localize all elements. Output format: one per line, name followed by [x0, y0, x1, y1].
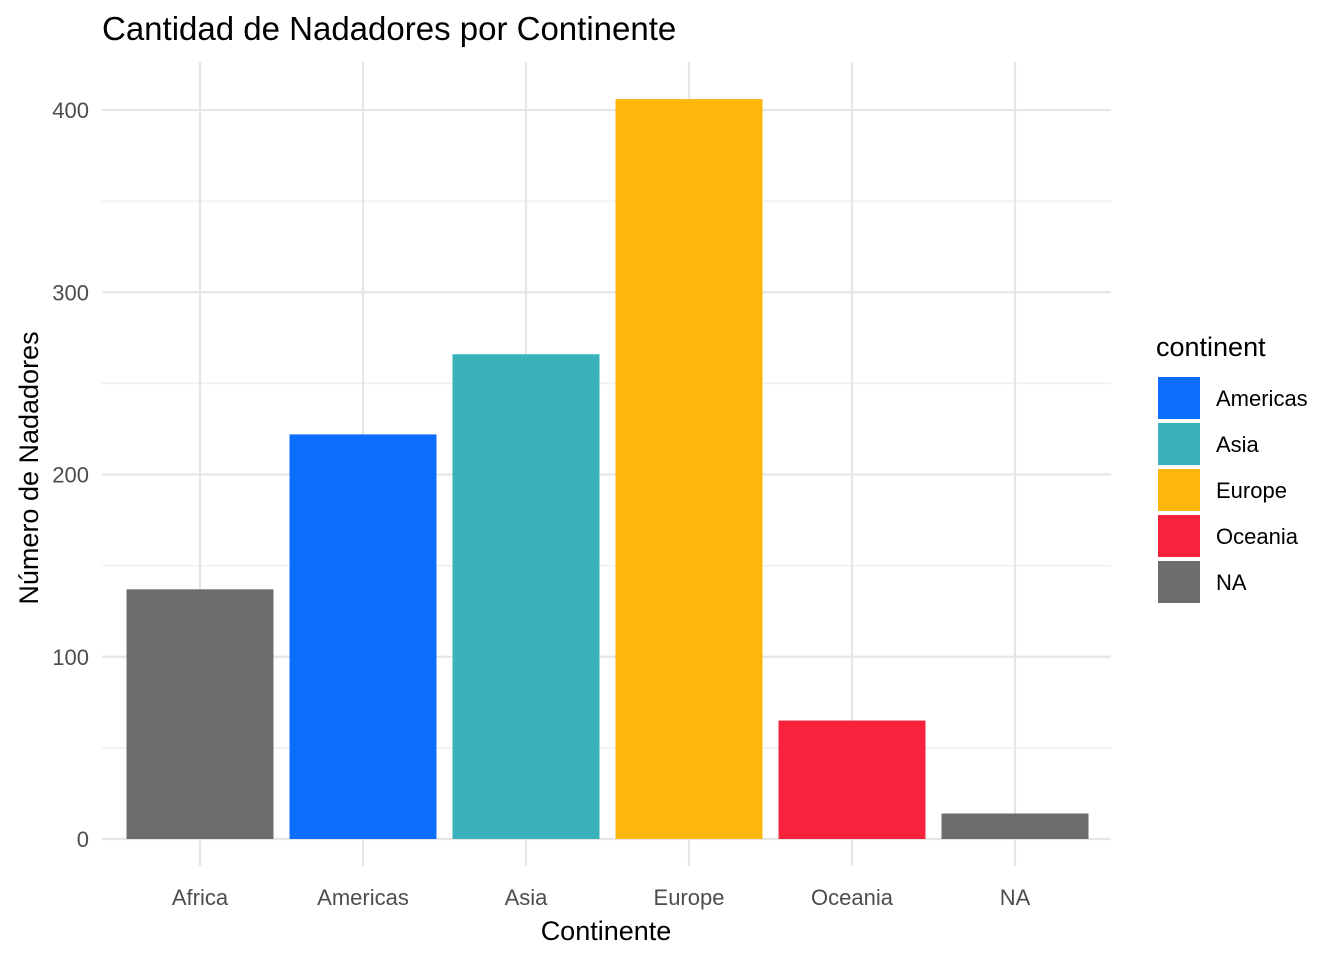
x-axis-title: Continente	[541, 916, 672, 946]
legend-item: Europe	[1158, 469, 1287, 511]
legend-label: Oceania	[1216, 524, 1299, 549]
bar-asia	[452, 354, 600, 839]
legend: continent Americas Asia Europe Oceania NA	[1156, 332, 1308, 603]
y-tick-label: 400	[52, 98, 89, 123]
legend-items: Americas Asia Europe Oceania NA	[1158, 377, 1308, 603]
x-tick-label: NA	[1000, 885, 1031, 910]
legend-title: continent	[1156, 332, 1266, 362]
x-axis-ticks: Africa Americas Asia Europe Oceania NA	[172, 885, 1031, 910]
bar-americas	[289, 434, 437, 839]
bar-europe	[615, 99, 763, 839]
y-tick-label: 0	[77, 827, 89, 852]
legend-label: Asia	[1216, 432, 1260, 457]
legend-swatch	[1158, 469, 1200, 511]
bars	[126, 99, 1089, 839]
x-tick-label: Oceania	[811, 885, 894, 910]
y-axis-ticks: 0 100 200 300 400	[52, 98, 89, 852]
y-axis-title: Número de Nadadores	[14, 331, 44, 604]
legend-item: Oceania	[1158, 515, 1299, 557]
legend-swatch	[1158, 515, 1200, 557]
chart-title: Cantidad de Nadadores por Continente	[102, 10, 676, 47]
x-tick-label: Americas	[317, 885, 409, 910]
y-tick-label: 200	[52, 463, 89, 488]
x-tick-label: Europe	[654, 885, 725, 910]
legend-swatch	[1158, 561, 1200, 603]
x-tick-label: Africa	[172, 885, 229, 910]
bar-na	[941, 813, 1089, 839]
y-tick-label: 100	[52, 645, 89, 670]
legend-label: Europe	[1216, 478, 1287, 503]
x-tick-label: Asia	[505, 885, 549, 910]
y-tick-label: 300	[52, 280, 89, 305]
legend-label: NA	[1216, 570, 1247, 595]
legend-swatch	[1158, 423, 1200, 465]
legend-item: NA	[1158, 561, 1247, 603]
legend-item: Asia	[1158, 423, 1260, 465]
legend-item: Americas	[1158, 377, 1308, 419]
bar-africa	[126, 589, 274, 839]
legend-label: Americas	[1216, 386, 1308, 411]
legend-swatch	[1158, 377, 1200, 419]
bar-oceania	[778, 720, 926, 839]
